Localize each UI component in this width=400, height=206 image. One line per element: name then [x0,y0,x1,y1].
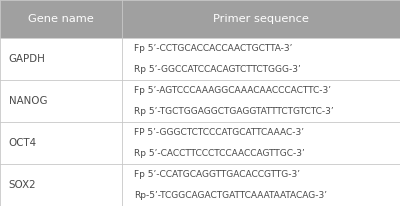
Bar [0,0,400,38]
Text: Fp 5’-CCTGCACCACCAACTGCTTA-3’: Fp 5’-CCTGCACCACCAACTGCTTA-3’ [134,44,292,53]
Text: OCT4: OCT4 [9,138,37,148]
Text: Primer sequence: Primer sequence [213,14,309,24]
Text: GAPDH: GAPDH [9,54,46,64]
Bar [0,164,400,206]
Text: Fp 5’-AGTCCCAAAGGCAAACAACCCACTTC-3’: Fp 5’-AGTCCCAAAGGCAAACAACCCACTTC-3’ [134,86,331,95]
Text: Rp 5’-TGCTGGAGGCTGAGGTATTTCTGTCTC-3’: Rp 5’-TGCTGGAGGCTGAGGTATTTCTGTCTC-3’ [134,107,334,116]
Bar [0,122,400,164]
Text: Fp 5’-CCATGCAGGTTGACACCGTTG-3’: Fp 5’-CCATGCAGGTTGACACCGTTG-3’ [134,170,300,179]
Text: Rp 5’-GGCCATCCACAGTCTTCTGGG-3’: Rp 5’-GGCCATCCACAGTCTTCTGGG-3’ [134,65,301,74]
Text: Rp 5’-CACCTTCCCTCCAACCAGTTGC-3’: Rp 5’-CACCTTCCCTCCAACCAGTTGC-3’ [134,149,305,158]
Text: NANOG: NANOG [9,96,47,106]
Text: Gene name: Gene name [28,14,94,24]
Bar [0,80,400,122]
Text: Rp-5’-TCGGCAGACTGATTCAAATAATACAG-3’: Rp-5’-TCGGCAGACTGATTCAAATAATACAG-3’ [134,191,327,200]
Bar [0,38,400,80]
Text: SOX2: SOX2 [9,180,36,190]
Text: FP 5’-GGGCTCTCCCATGCATTCAAAC-3’: FP 5’-GGGCTCTCCCATGCATTCAAAC-3’ [134,128,304,137]
